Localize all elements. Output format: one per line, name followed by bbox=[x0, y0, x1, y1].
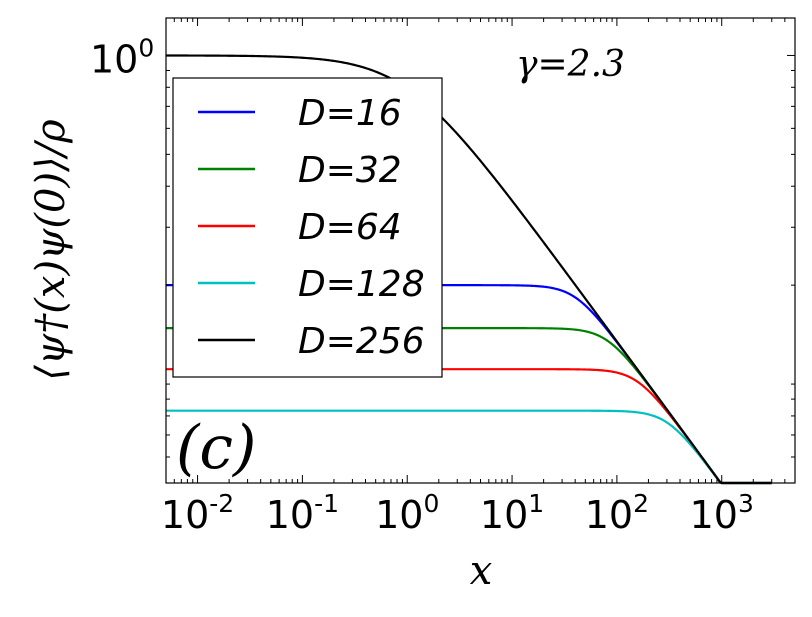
series-line-4 bbox=[166, 409, 772, 485]
x-axis-label: x bbox=[470, 548, 493, 594]
x-tick-label: 102 bbox=[585, 489, 649, 537]
legend-box bbox=[172, 77, 443, 378]
legend-label: D=32 bbox=[298, 150, 402, 191]
plot-frame bbox=[165, 17, 796, 484]
axis-ticks bbox=[166, 18, 795, 483]
y-tick-label: 100 bbox=[90, 33, 154, 81]
x-tick-label: 10-1 bbox=[266, 489, 339, 537]
y-axis-label: ⟨ψ†(x)ψ(0)⟩/ρ bbox=[28, 119, 74, 381]
x-tick-label: 103 bbox=[690, 489, 754, 537]
x-tick-label: 101 bbox=[480, 489, 544, 537]
gamma-annotation: γ=2.3 bbox=[516, 44, 625, 85]
x-tick-label: 10-2 bbox=[161, 489, 234, 537]
legend-label: D=256 bbox=[298, 321, 425, 362]
legend-label: D=128 bbox=[298, 264, 425, 305]
series-line-3 bbox=[166, 368, 772, 485]
x-tick-label: 100 bbox=[375, 489, 439, 537]
legend-label: D=64 bbox=[298, 207, 402, 248]
axis-labels: 10-2 10-1 100 101 102 103 100 bbox=[90, 33, 754, 537]
series-line-5 bbox=[166, 54, 772, 485]
legend-label: D=16 bbox=[298, 93, 402, 134]
panel-label: (c) bbox=[176, 413, 256, 483]
legend: D=16 D=32 D=64 D=128 D=256 bbox=[172, 77, 443, 378]
